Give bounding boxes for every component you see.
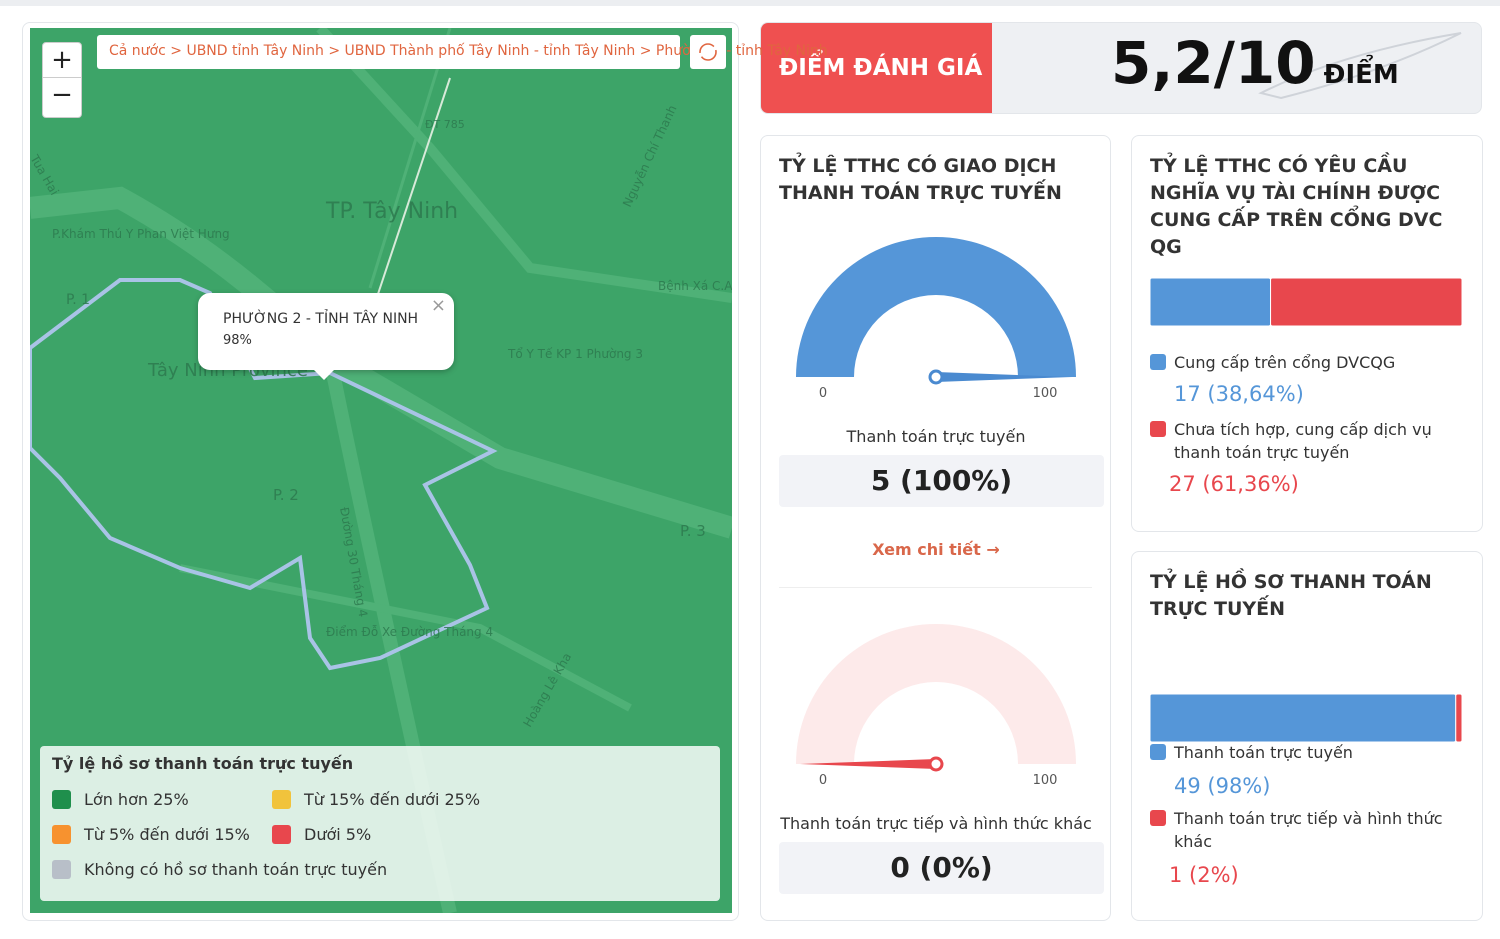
legend-item: Không có hồ sơ thanh toán trực tuyến (52, 860, 387, 879)
gauge-tick-label: 100 (1033, 386, 1058, 401)
gauge-hub (928, 756, 944, 772)
gauge-needle (936, 372, 1072, 382)
map-label: Bệnh Xá C.A T. Tây Ninh (658, 279, 732, 293)
online-transactions-card: TỶ LỆ TTHC CÓ GIAO DỊCH THANH TOÁN TRỰC … (760, 135, 1111, 921)
score-label: ĐIỂM ĐÁNH GIÁ (761, 23, 992, 113)
value-label: 17 (38,64%) (1174, 382, 1304, 406)
map-label: Tổ Y Tế KP 1 Phường 3 (507, 347, 643, 361)
legend-swatch (1150, 354, 1166, 370)
score-card: ĐIỂM ĐÁNH GIÁ 5,2/10 ĐIỂM (760, 22, 1482, 114)
gauge-tick-label: 100 (1033, 773, 1058, 788)
legend-swatch (52, 825, 71, 844)
value-label: 49 (98%) (1174, 774, 1271, 798)
gauge-tick-label: 0 (819, 773, 827, 788)
legend-label: Lớn hơn 25% (84, 790, 189, 809)
legend-swatch (272, 790, 291, 809)
legend-swatch (1150, 421, 1166, 437)
gauge-name: Thanh toán trực tiếp và hình thức khác (780, 814, 1092, 833)
legend-swatch (52, 790, 71, 809)
legend-label: Thanh toán trực tiếp và hình thức khác (1174, 809, 1443, 851)
refresh-button[interactable] (690, 35, 726, 69)
legend-item: Thanh toán trực tiếp và hình thức khác (1150, 807, 1450, 853)
financial-obligation-card: TỶ LỆ TTHC CÓ YÊU CẦU NGHĨA VỤ TÀI CHÍNH… (1131, 135, 1483, 532)
map-label: Điểm Đỗ Xe Đường Tháng 4 (326, 625, 493, 639)
score-number: 5,2/10 (1111, 29, 1316, 97)
legend-swatch (1150, 810, 1166, 826)
value-label: 1 (2%) (1169, 863, 1239, 887)
legend-label: Dưới 5% (304, 825, 372, 844)
popup-close[interactable]: × (430, 295, 446, 316)
popup-value: 98% (223, 333, 252, 348)
popup-title: PHƯỜNG 2 - TỈNH TÂY NINH (223, 311, 419, 327)
map-label: P. 2 (273, 486, 299, 504)
score-unit: ĐIỂM (1323, 60, 1399, 90)
legend-swatch (52, 860, 71, 879)
map-label: ĐT 785 (425, 118, 465, 131)
zoom-out[interactable]: − (42, 78, 82, 118)
gauge-name: Thanh toán trực tuyến (846, 427, 1026, 446)
legend-label: Cung cấp trên cổng DVCQG (1174, 353, 1396, 372)
map-popup: PHƯỜNG 2 - TỈNH TÂY NINH 98% × (198, 293, 454, 380)
divider (779, 587, 1092, 588)
legend-label: Chưa tích hợp, cung cấp dịch vụ thanh to… (1174, 420, 1432, 462)
bar-segment (1149, 277, 1272, 327)
detail-link[interactable]: Xem chi tiết → (872, 540, 1000, 559)
card-title: TỶ LỆ TTHC CÓ YÊU CẦU NGHĨA VỤ TÀI CHÍNH… (1150, 155, 1443, 258)
gauge-value: 5 (100%) (779, 455, 1104, 507)
map-legend: Tỷ lệ hồ sơ thanh toán trực tuyến Lớn hơ… (40, 746, 720, 901)
legend-item: Cung cấp trên cổng DVCQG (1150, 351, 1450, 374)
gauges: 0 100 0 100 (796, 237, 1076, 788)
legend-swatch (272, 825, 291, 844)
gauge-arc (796, 624, 1076, 764)
legend-item: Lớn hơn 25% (52, 790, 189, 809)
legend-item: Từ 5% đến dưới 15% (52, 825, 250, 844)
legend-label: Từ 15% đến dưới 25% (304, 790, 481, 809)
map-label: P.Khám Thú Y Phan Việt Hưng (52, 227, 230, 241)
score-value: 5,2/10 ĐIỂM (1111, 29, 1399, 97)
gauge-arc (796, 237, 1076, 377)
stacked-bar (1149, 277, 1463, 327)
map-label: TP. Tây Ninh (325, 199, 458, 224)
road (368, 28, 452, 289)
top-strip (0, 0, 1500, 6)
legend-title: Tỷ lệ hồ sơ thanh toán trực tuyến (52, 754, 354, 773)
legend-label: Không có hồ sơ thanh toán trực tuyến (84, 860, 388, 879)
breadcrumb[interactable]: Cả nước > UBND tỉnh Tây Ninh > UBND Thàn… (97, 35, 828, 69)
gauge-hub (928, 369, 944, 385)
refresh-icon (699, 43, 717, 61)
bar-segment (1455, 693, 1463, 743)
card-title: TỶ LỆ HỒ SƠ THANH TOÁN TRỰC TUYẾN (1150, 571, 1432, 620)
bar-segment (1270, 277, 1463, 327)
road (316, 28, 732, 303)
gauge-needle (800, 759, 936, 769)
online-records-card: TỶ LỆ HỒ SƠ THANH TOÁN TRỰC TUYẾN Thanh … (1131, 551, 1483, 921)
legend-item: Từ 15% đến dưới 25% (272, 790, 480, 809)
score-watermark (1258, 32, 1462, 100)
zoom-in[interactable]: + (42, 42, 82, 78)
stacked-bar (1149, 693, 1463, 743)
road (179, 564, 632, 712)
legend-label: Từ 5% đến dưới 15% (84, 825, 250, 844)
map-label: P. 3 (680, 522, 706, 540)
legend-item: Dưới 5% (272, 825, 371, 844)
gauge-value: 0 (0%) (779, 842, 1104, 894)
gauge-tick-label: 0 (819, 386, 827, 401)
card-title: TỶ LỆ TTHC CÓ GIAO DỊCH THANH TOÁN TRỰC … (779, 155, 1062, 204)
map-label: P. 1 (66, 292, 90, 308)
value-label: 27 (61,36%) (1169, 472, 1299, 496)
legend-item: Thanh toán trực tuyến (1150, 741, 1450, 764)
legend-label: Thanh toán trực tuyến (1174, 743, 1353, 762)
bar-segment (1149, 693, 1457, 743)
ward-boundary (30, 278, 498, 671)
legend-item: Chưa tích hợp, cung cấp dịch vụ thanh to… (1150, 418, 1450, 464)
legend-swatch (1150, 744, 1166, 760)
